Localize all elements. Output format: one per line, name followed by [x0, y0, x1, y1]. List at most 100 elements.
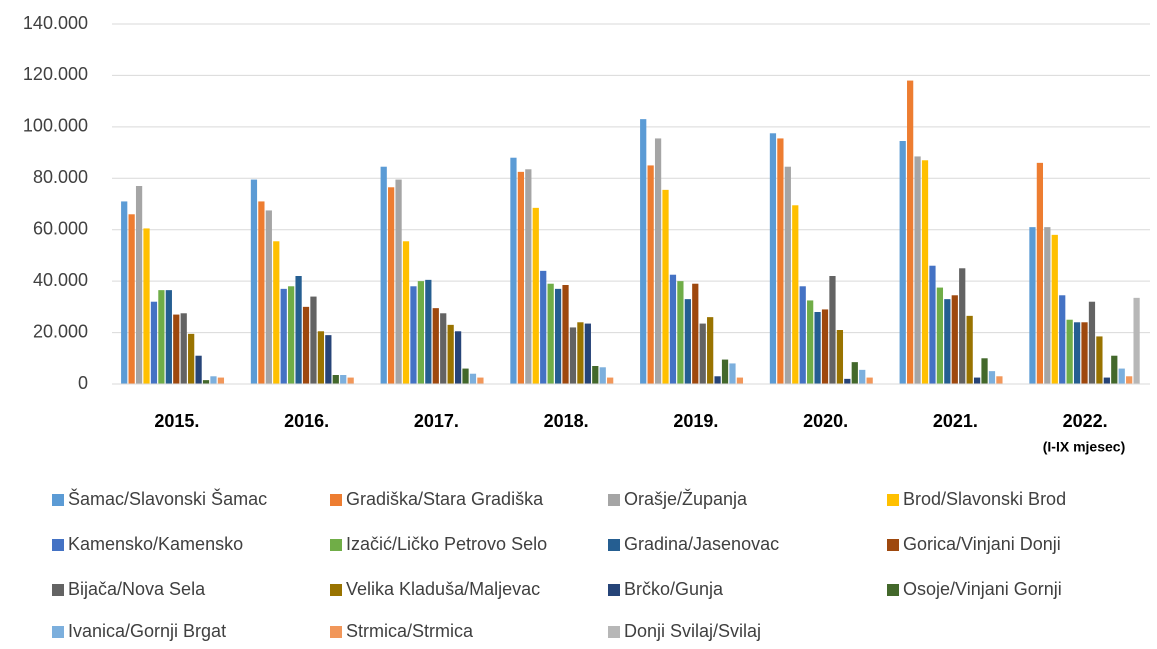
- bar: [829, 276, 836, 384]
- bar: [440, 313, 447, 384]
- bar: [599, 367, 606, 384]
- legend-label: Bijača/Nova Sela: [68, 579, 206, 599]
- bar: [859, 369, 866, 384]
- bar: [607, 377, 614, 384]
- bar: [821, 309, 829, 384]
- legend-swatch: [608, 626, 620, 638]
- bar: [347, 377, 354, 384]
- bar: [273, 241, 280, 384]
- bar: [714, 376, 721, 384]
- bar: [195, 355, 202, 384]
- legend-label: Brod/Slavonski Brod: [903, 489, 1066, 509]
- bar: [510, 157, 517, 384]
- bar: [736, 377, 744, 384]
- bar: [677, 281, 684, 384]
- legend-swatch: [608, 584, 620, 596]
- x-tick-label: 2017.: [414, 411, 459, 431]
- y-tick-label: 40.000: [33, 270, 88, 290]
- bar: [562, 285, 569, 384]
- x-tick-label: 2021.: [933, 411, 978, 431]
- bar: [981, 358, 988, 384]
- bar: [1133, 297, 1140, 384]
- bar: [592, 366, 599, 384]
- x-tick-label: 2020.: [803, 411, 848, 431]
- bar: [851, 362, 858, 384]
- bar: [410, 286, 417, 384]
- bar: [569, 327, 577, 384]
- bar: [1126, 376, 1133, 384]
- y-tick-label: 100.000: [23, 116, 88, 136]
- bar: [729, 363, 736, 384]
- bar: [1059, 295, 1066, 384]
- bar: [792, 205, 799, 384]
- bar: [447, 324, 454, 384]
- bar: [317, 331, 325, 384]
- legend-label: Velika Kladuša/Maljevac: [346, 579, 540, 599]
- bar: [1051, 234, 1058, 384]
- bar: [477, 377, 484, 384]
- bar: [866, 377, 873, 384]
- bar: [584, 323, 591, 384]
- bar: [395, 179, 402, 384]
- legend-label: Izačić/Ličko Petrovo Selo: [346, 534, 547, 554]
- bar: [295, 276, 302, 384]
- legend-label: Strmica/Strmica: [346, 621, 474, 641]
- legend-label: Gorica/Vinjani Donji: [903, 534, 1061, 554]
- legend-swatch: [608, 539, 620, 551]
- bar: [577, 322, 584, 384]
- bar: [1036, 162, 1044, 384]
- bar: [210, 376, 217, 384]
- bar: [540, 270, 547, 384]
- bar: [135, 186, 143, 384]
- legend-swatch: [887, 539, 899, 551]
- y-tick-label: 60.000: [33, 218, 88, 238]
- legend-label: Šamac/Slavonski Šamac: [68, 488, 267, 509]
- bar: [959, 268, 966, 384]
- bar: [1103, 377, 1110, 384]
- bar: [1081, 322, 1088, 384]
- legend-swatch: [330, 584, 342, 596]
- bar: [425, 279, 432, 384]
- bar: [454, 331, 462, 384]
- y-tick-label: 20.000: [33, 321, 88, 341]
- legend-label: Osoje/Vinjani Gornji: [903, 579, 1062, 599]
- bar: [1111, 355, 1118, 384]
- bar: [554, 288, 562, 384]
- bar: [532, 207, 539, 384]
- bar: [1029, 227, 1036, 384]
- bar: [128, 214, 135, 384]
- x-tick-label: 2015.: [154, 411, 199, 431]
- bar: [202, 380, 210, 384]
- bar: [388, 187, 395, 384]
- bar: [158, 290, 165, 384]
- bar: [1118, 368, 1125, 384]
- bar: [180, 313, 187, 384]
- bar: [258, 201, 265, 384]
- bar: [699, 323, 706, 384]
- bar: [1073, 322, 1081, 384]
- legend-swatch: [52, 584, 64, 596]
- legend-swatch: [608, 494, 620, 506]
- bar: [777, 138, 784, 384]
- bar: [417, 281, 425, 384]
- bar: [662, 189, 669, 384]
- bar: [188, 333, 195, 384]
- bar: [165, 290, 172, 384]
- legend-label: Donji Svilaj/Svilaj: [624, 621, 761, 641]
- bar: [973, 377, 981, 384]
- bar: [669, 274, 677, 384]
- bar: [844, 378, 851, 384]
- bar: [996, 376, 1003, 384]
- legend-swatch: [52, 539, 64, 551]
- bar: [380, 166, 387, 384]
- bar: [654, 138, 662, 384]
- bar: [288, 286, 295, 384]
- bar: [966, 315, 973, 384]
- bar: [944, 299, 951, 384]
- legend-label: Ivanica/Gornji Brgat: [68, 621, 226, 641]
- x-tick-label: 2018.: [544, 411, 589, 431]
- bar: [402, 241, 410, 384]
- y-tick-label: 120.000: [23, 64, 88, 84]
- bar: [684, 299, 691, 384]
